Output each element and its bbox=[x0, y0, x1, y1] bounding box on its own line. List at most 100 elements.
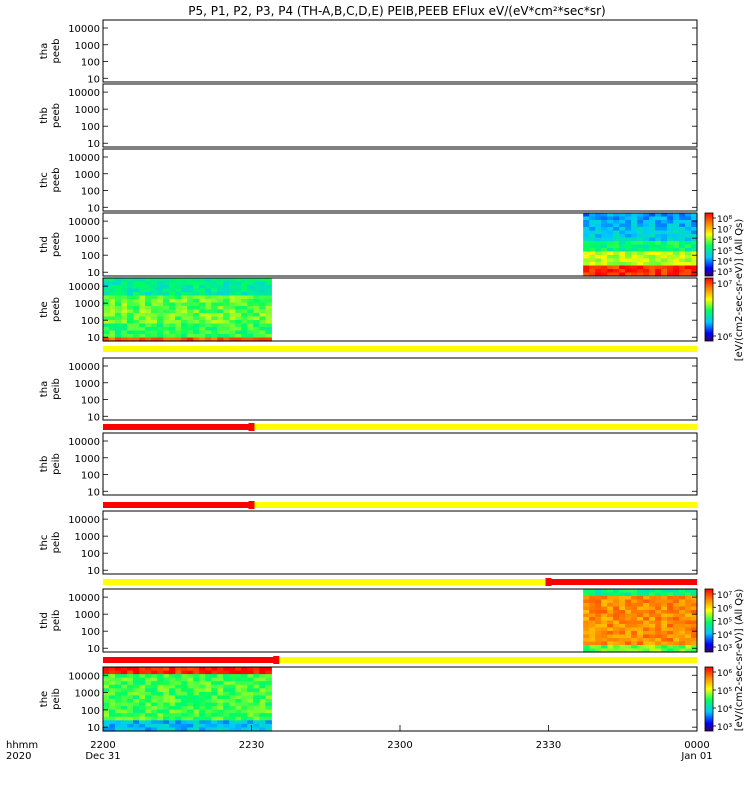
x-label-row1: hhmm bbox=[6, 740, 38, 751]
spectrogram-cell bbox=[625, 241, 632, 246]
spectrogram-cell bbox=[169, 684, 176, 689]
spectrogram-cell bbox=[205, 723, 212, 729]
spectrogram-cell bbox=[637, 631, 644, 636]
spectrogram-cell bbox=[655, 592, 662, 597]
y-tick-label: 10 bbox=[87, 487, 100, 498]
spectrogram-cell bbox=[211, 302, 218, 307]
spectrogram-cell bbox=[205, 677, 212, 682]
spectrogram-cell bbox=[691, 223, 698, 228]
spectrogram-cell bbox=[655, 234, 662, 239]
y-tick-label: 10 bbox=[87, 566, 100, 577]
spectrogram-cell bbox=[649, 648, 656, 653]
spectrogram-cell bbox=[235, 292, 242, 297]
spectrogram-cell bbox=[169, 309, 176, 314]
spectrogram-cell bbox=[259, 337, 266, 342]
spectrogram-cell bbox=[649, 241, 656, 246]
spectrogram-cell bbox=[127, 699, 134, 704]
spectrogram-cell bbox=[691, 617, 698, 622]
spectrogram-cell bbox=[205, 316, 212, 321]
spectrogram-cell bbox=[265, 281, 272, 286]
spectrogram-cell bbox=[613, 627, 620, 632]
spectrogram-cell bbox=[109, 688, 116, 693]
spectrogram-cell bbox=[175, 684, 182, 689]
spectrogram-cell bbox=[139, 681, 146, 686]
spectrogram-cell bbox=[109, 327, 116, 332]
spectrogram-cell bbox=[121, 320, 128, 325]
spectrogram-cell bbox=[181, 670, 188, 675]
spectrogram-cell bbox=[235, 713, 242, 718]
spectrogram-cell bbox=[607, 262, 614, 267]
spectrogram-cell bbox=[103, 292, 110, 297]
spectrogram-cell bbox=[253, 320, 260, 325]
spectrogram-cell bbox=[151, 334, 158, 339]
spectrogram-cell bbox=[259, 709, 266, 714]
spectrogram-cell bbox=[223, 299, 230, 304]
spectrogram-cell bbox=[211, 667, 218, 672]
spectrogram-cell bbox=[145, 288, 152, 293]
spectrogram-cell bbox=[205, 285, 212, 290]
spectrogram-cell bbox=[205, 713, 212, 718]
spectrogram-cell bbox=[253, 278, 260, 283]
spectrogram-cell bbox=[589, 265, 596, 270]
spectrogram-cell bbox=[193, 702, 200, 707]
spectrogram-cell bbox=[211, 330, 218, 335]
spectrogram-cell bbox=[211, 688, 218, 693]
spectrogram-cell bbox=[133, 688, 140, 693]
spectrogram-cell bbox=[673, 613, 680, 618]
spectrogram-cell bbox=[595, 606, 602, 611]
spectrogram-cell bbox=[241, 302, 248, 307]
spectrogram-cell bbox=[145, 713, 152, 718]
spectrogram-cell bbox=[265, 285, 272, 290]
spectrogram-cell bbox=[235, 316, 242, 321]
spectrogram-cell bbox=[223, 302, 230, 307]
spectrogram-cell bbox=[259, 702, 266, 707]
spectrogram-cell bbox=[619, 641, 626, 646]
spectrogram-cell bbox=[121, 334, 128, 339]
spectrogram-cell bbox=[235, 313, 242, 318]
spectrogram-cell bbox=[223, 720, 230, 725]
spectrogram-cell bbox=[589, 272, 596, 277]
spectrogram-cell bbox=[199, 313, 206, 318]
spectrogram-cell bbox=[103, 702, 110, 707]
spectrogram-cell bbox=[667, 227, 674, 232]
spectrogram-cell bbox=[193, 313, 200, 318]
spectrogram-cell bbox=[649, 251, 656, 256]
spectrogram-cell bbox=[601, 265, 608, 270]
spectrogram-cell bbox=[235, 285, 242, 290]
spectrogram-cell bbox=[163, 699, 170, 704]
spectrogram-cell bbox=[589, 230, 596, 235]
spectrogram-cell bbox=[247, 330, 254, 335]
spectrogram-cell bbox=[667, 627, 674, 632]
spectrogram-cell bbox=[229, 327, 236, 332]
spectrogram-cell bbox=[613, 251, 620, 256]
spectrogram-cell bbox=[223, 316, 230, 321]
spectrogram-cell bbox=[145, 295, 152, 300]
spectrogram-cell bbox=[115, 699, 122, 704]
spectrogram-cell bbox=[613, 638, 620, 643]
spectrogram-cell bbox=[163, 681, 170, 686]
spectrogram-cell bbox=[661, 237, 668, 242]
spectrogram-cell bbox=[223, 688, 230, 693]
spectrogram-cell bbox=[613, 589, 620, 594]
spectrogram-cell bbox=[163, 667, 170, 672]
spectrogram-cell bbox=[175, 309, 182, 314]
spectrogram-cell bbox=[691, 237, 698, 242]
spectrogram-cell bbox=[613, 237, 620, 242]
spectrogram-cell bbox=[205, 313, 212, 318]
spectrogram-cell bbox=[121, 285, 128, 290]
spectrogram-cell bbox=[211, 299, 218, 304]
spectrogram-cell bbox=[163, 670, 170, 675]
spectrogram-cell bbox=[229, 292, 236, 297]
spectrogram-cell bbox=[637, 241, 644, 246]
spectrogram-cell bbox=[175, 695, 182, 700]
spectrogram-cell bbox=[589, 631, 596, 636]
spectrogram-cell bbox=[181, 313, 188, 318]
spectrogram-cell bbox=[607, 624, 614, 629]
spectrogram-cell bbox=[253, 688, 260, 693]
spectrogram-cell bbox=[679, 641, 686, 646]
spectrogram-cell bbox=[229, 299, 236, 304]
spectrogram-cell bbox=[673, 627, 680, 632]
spectrogram-cell bbox=[679, 606, 686, 611]
spectrogram-cell bbox=[253, 681, 260, 686]
spectrogram-cell bbox=[625, 634, 632, 639]
